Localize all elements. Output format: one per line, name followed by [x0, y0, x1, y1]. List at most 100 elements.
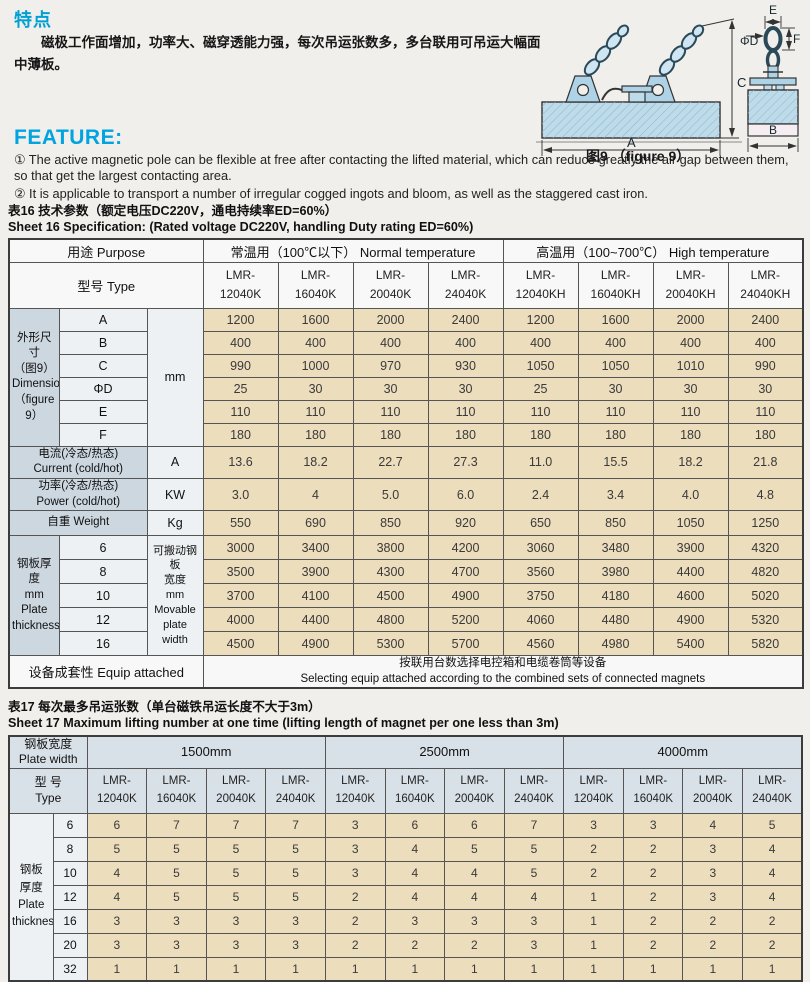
- value-cell: 110: [652, 399, 729, 424]
- table17-title-cn: 表17 每次最多吊运张数（单台磁铁吊运长度不大于3m）: [8, 700, 321, 715]
- value-cell: 7: [265, 812, 326, 838]
- value-cell: 3: [86, 932, 148, 958]
- model-header-cell: LMR- 20040K: [444, 767, 505, 814]
- value-cell: 2: [622, 932, 684, 958]
- lifting-magnet-drawing: C A E ΦD F: [536, 3, 800, 156]
- value-cell: 180: [277, 422, 354, 447]
- value-cell: 1: [324, 956, 386, 982]
- value-cell: 3: [146, 908, 207, 934]
- value-cell: 3: [444, 908, 505, 934]
- value-cell: 2400: [727, 307, 804, 332]
- value-cell: 1: [563, 884, 624, 910]
- value-cell: 30: [577, 376, 654, 401]
- value-cell: 180: [652, 422, 729, 447]
- value-cell: 3: [384, 908, 446, 934]
- value-cell: 1: [503, 956, 565, 982]
- value-cell: 4: [444, 884, 505, 910]
- table-row: 8 3500 3900 4300 4700 3560 3980 4400 4820: [9, 559, 804, 585]
- value-cell: 5: [503, 836, 565, 862]
- table-row: 16 4500 4900 5300 5700 4560 4980 5400 5820: [9, 631, 804, 657]
- thickness-cell: 6: [58, 535, 148, 561]
- value-cell: 1: [265, 956, 326, 982]
- model-header-cell: LMR- 16040KH: [577, 261, 654, 309]
- value-cell: 110: [727, 399, 804, 424]
- model-header-cell: LMR- 20040K: [205, 767, 267, 814]
- value-cell: 6: [444, 812, 505, 838]
- table-row: 用途 Purpose 常温用（100℃以下） Normal temperatur…: [8, 238, 804, 263]
- value-cell: 4060: [502, 607, 579, 633]
- value-cell: 4: [742, 836, 803, 862]
- value-cell: 2: [384, 932, 446, 958]
- value-cell: 180: [427, 422, 504, 447]
- value-cell: 3: [622, 812, 684, 838]
- value-cell: 22.7: [352, 445, 429, 480]
- value-cell: 850: [577, 510, 654, 537]
- value-cell: 110: [277, 399, 354, 424]
- value-cell: 4: [86, 860, 148, 886]
- value-cell: 4400: [277, 607, 354, 633]
- value-cell: 5200: [427, 607, 504, 633]
- value-cell: 4: [384, 836, 446, 862]
- value-cell: 3980: [577, 559, 654, 585]
- value-cell: 1: [563, 908, 624, 934]
- value-cell: 1250: [727, 510, 804, 537]
- table16-title-cn: 表16 技术参数（额定电压DC220V，通电持续率ED=60%）: [8, 204, 338, 218]
- thickness-cell: 8: [58, 559, 148, 585]
- value-cell: 3: [682, 860, 744, 886]
- model-header-cell: LMR- 20040KH: [652, 261, 729, 309]
- value-cell: 5320: [727, 607, 804, 633]
- table-row: 设备成套性 Equip attached 按联用台数选择电控箱和电缆卷筒等设备 …: [8, 655, 804, 689]
- value-cell: 18.2: [277, 445, 354, 480]
- value-cell: 4: [86, 884, 148, 910]
- width-group-1500: 1500mm: [86, 735, 326, 769]
- value-cell: 110: [502, 399, 579, 424]
- dim-label-C: C: [737, 75, 746, 90]
- plate-width-header-cell: 钢板宽度 Plate width: [8, 735, 88, 769]
- value-cell: 110: [352, 399, 429, 424]
- table-row: 外形尺寸 （图9） Dimension （figure 9） A mm 1200…: [8, 307, 804, 447]
- table-row: 钢板厚度 mm Plate thickness 6 可搬动钢板 宽度 mm Mo…: [8, 535, 804, 657]
- value-cell: 4560: [502, 631, 579, 657]
- value-cell: 1: [205, 956, 267, 982]
- value-cell: 1: [444, 956, 505, 982]
- value-cell: 1010: [652, 353, 729, 378]
- value-cell: 930: [427, 353, 504, 378]
- value-cell: 4900: [277, 631, 354, 657]
- value-cell: 1: [742, 956, 803, 982]
- table-row: E 110 110 110 110 110 110 110 110: [9, 399, 804, 424]
- value-cell: 1: [682, 956, 744, 982]
- dimension-group-label: 外形尺寸 （图9） Dimension （figure 9）: [8, 307, 60, 447]
- dim-row-label: ΦD: [58, 376, 148, 401]
- value-cell: 1200: [202, 307, 279, 332]
- value-cell: 5: [205, 836, 267, 862]
- table16-title-en: Sheet 16 Specification: (Rated voltage D…: [8, 219, 474, 234]
- value-cell: 400: [502, 330, 579, 355]
- value-cell: 5700: [427, 631, 504, 657]
- value-cell: 2: [742, 908, 803, 934]
- value-cell: 30: [727, 376, 804, 401]
- equip-attached-note: 按联用台数选择电控箱和电缆卷筒等设备 Selecting equip attac…: [202, 655, 804, 689]
- value-cell: 3: [324, 812, 386, 838]
- width-group-2500: 2500mm: [324, 735, 565, 769]
- model-header-cell: LMR- 16040K: [384, 767, 446, 814]
- value-cell: 3900: [277, 559, 354, 585]
- table17-title-en: Sheet 17 Maximum lifting number at one t…: [8, 715, 559, 730]
- value-cell: 3: [86, 908, 148, 934]
- value-cell: 4300: [352, 559, 429, 585]
- thickness-cell: 20: [52, 932, 88, 958]
- value-cell: 4980: [577, 631, 654, 657]
- value-cell: 15.5: [577, 445, 654, 480]
- thickness-cell: 10: [52, 860, 88, 886]
- value-cell: 5300: [352, 631, 429, 657]
- dim-row-label: E: [58, 399, 148, 424]
- table-row: 型号 Type LMR- 12040K LMR- 16040K LMR- 20040…: [8, 261, 804, 309]
- weight-row-label: 自重 Weight: [8, 510, 148, 537]
- value-cell: 4900: [427, 583, 504, 609]
- power-row-label: 功率(冷态/热态) Power (cold/hot): [8, 477, 148, 512]
- value-cell: 1600: [277, 307, 354, 332]
- value-cell: 3: [324, 860, 386, 886]
- table-row: 10 3700 4100 4500 4900 3750 4180 4600 5020: [9, 583, 804, 609]
- value-cell: 3: [324, 836, 386, 862]
- value-cell: 1050: [502, 353, 579, 378]
- value-cell: 2: [622, 884, 684, 910]
